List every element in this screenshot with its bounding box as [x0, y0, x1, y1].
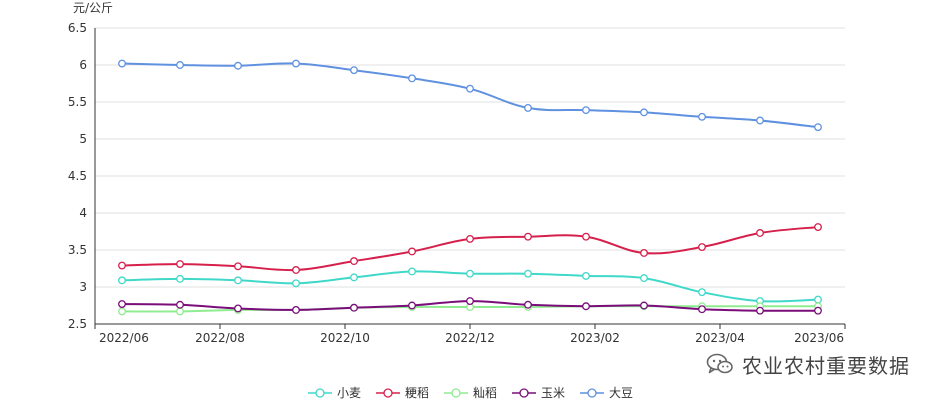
data-point[interactable]	[176, 260, 184, 269]
data-point[interactable]	[698, 112, 706, 121]
x-tick-label: 2022/10	[320, 331, 370, 345]
data-point[interactable]	[118, 276, 126, 285]
data-point[interactable]	[234, 262, 242, 271]
data-point[interactable]	[814, 295, 822, 304]
legend-swatch-marker	[587, 388, 597, 398]
data-point[interactable]	[234, 276, 242, 285]
data-point[interactable]	[118, 300, 126, 308]
axes: 6.5 6 5.5 5 4.5 4 3.5 3 2.5 2022/06 2022/08 2022/10…	[68, 21, 846, 345]
data-point[interactable]	[350, 303, 358, 312]
y-tick-label: 6.5	[68, 21, 87, 35]
y-axis-unit: 元/公斤	[73, 1, 113, 15]
data-point[interactable]	[814, 223, 822, 232]
legend-swatch-marker	[519, 388, 529, 398]
data-point[interactable]	[582, 302, 590, 311]
data-point[interactable]	[292, 279, 300, 288]
data-point[interactable]	[408, 74, 416, 83]
legend-swatch-marker	[451, 388, 461, 398]
data-point[interactable]	[640, 301, 648, 310]
series-3	[118, 297, 822, 315]
data-point[interactable]	[408, 247, 416, 256]
data-point[interactable]	[582, 232, 590, 241]
series-4	[118, 59, 822, 132]
data-point[interactable]	[524, 103, 532, 112]
y-tick-label: 4.5	[68, 169, 87, 183]
legend-label: 粳稻	[405, 386, 429, 400]
data-point[interactable]	[640, 108, 648, 117]
data-point[interactable]	[524, 300, 532, 309]
data-point[interactable]	[582, 106, 590, 115]
x-tick-label: 2022/12	[445, 331, 495, 345]
data-point[interactable]	[118, 261, 126, 270]
data-point[interactable]	[176, 307, 184, 316]
data-point[interactable]	[350, 257, 358, 266]
data-point[interactable]	[234, 304, 242, 313]
y-tick-label: 4	[79, 206, 87, 220]
data-point[interactable]	[176, 61, 184, 69]
data-point[interactable]	[640, 274, 648, 283]
series	[118, 59, 822, 316]
data-point[interactable]	[756, 306, 764, 315]
y-tick-label: 3.5	[68, 243, 87, 257]
data-point[interactable]	[118, 307, 126, 316]
legend-item[interactable]: 粳稻	[376, 386, 429, 400]
legend-swatch-marker	[383, 388, 393, 398]
x-tick-label: 2023/04	[695, 331, 745, 345]
data-point[interactable]	[756, 116, 764, 125]
data-point[interactable]	[176, 274, 184, 283]
data-point[interactable]	[756, 229, 764, 237]
series-line	[121, 226, 819, 272]
series-1	[118, 223, 822, 274]
data-point[interactable]	[176, 300, 184, 309]
x-tick-label: 2023/02	[570, 331, 620, 345]
legend-label: 籼稻	[473, 386, 497, 400]
data-point[interactable]	[466, 84, 474, 93]
data-point[interactable]	[466, 297, 474, 306]
data-point[interactable]	[698, 243, 706, 251]
y-tick-label: 2.5	[68, 317, 87, 331]
y-tick-label: 5.5	[68, 95, 87, 109]
y-tick-label: 6	[79, 58, 87, 72]
x-tick-label: 2023/06	[794, 331, 844, 345]
x-tick-label: 2022/06	[99, 331, 149, 345]
legend-label: 小麦	[337, 386, 361, 400]
data-point[interactable]	[408, 267, 416, 276]
grid	[95, 27, 845, 288]
wechat-icon	[706, 353, 733, 374]
x-tick-label: 2022/08	[195, 331, 245, 345]
series-line	[121, 62, 819, 129]
data-point[interactable]	[466, 234, 474, 243]
data-point[interactable]	[118, 59, 126, 68]
data-point[interactable]	[350, 273, 358, 282]
legend-item[interactable]: 玉米	[512, 386, 565, 400]
data-point[interactable]	[350, 66, 358, 75]
data-point[interactable]	[814, 123, 822, 132]
series-0	[118, 267, 822, 306]
data-point[interactable]	[640, 249, 648, 257]
watermark-text: 农业农村重要数据	[742, 353, 910, 378]
data-point[interactable]	[466, 269, 474, 278]
data-point[interactable]	[292, 59, 300, 68]
legend-item[interactable]: 大豆	[580, 386, 633, 400]
y-tick-label: 3	[79, 280, 87, 294]
legend-item[interactable]: 籼稻	[444, 386, 497, 400]
legend[interactable]: 小麦 粳稻 籼稻 玉米 大豆	[308, 386, 633, 400]
y-tick-label: 5	[79, 132, 87, 146]
legend-label: 玉米	[541, 386, 565, 400]
data-point[interactable]	[814, 306, 822, 315]
data-point[interactable]	[408, 301, 416, 310]
legend-swatch-marker	[315, 388, 325, 398]
data-point[interactable]	[698, 305, 706, 314]
data-point[interactable]	[698, 288, 706, 297]
data-point[interactable]	[292, 266, 300, 274]
legend-item[interactable]: 小麦	[308, 386, 361, 400]
data-point[interactable]	[524, 232, 532, 241]
data-point[interactable]	[524, 269, 532, 278]
data-point[interactable]	[292, 305, 300, 314]
watermark: 农业农村重要数据	[706, 349, 910, 379]
data-point[interactable]	[582, 271, 590, 280]
legend-label: 大豆	[609, 386, 633, 400]
data-point[interactable]	[234, 61, 242, 70]
